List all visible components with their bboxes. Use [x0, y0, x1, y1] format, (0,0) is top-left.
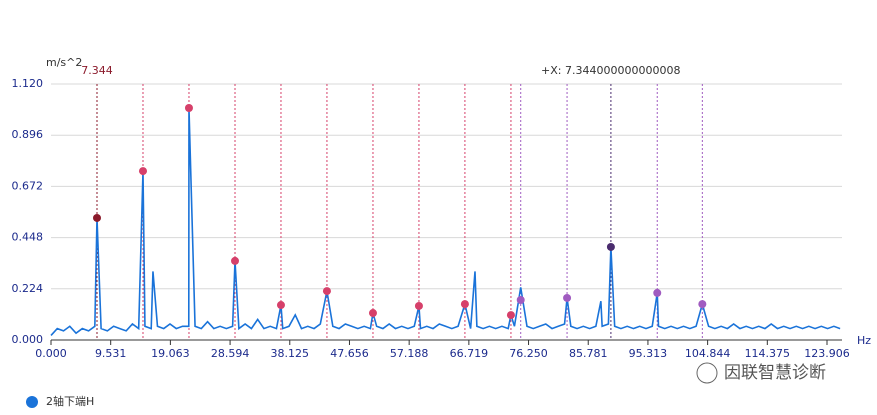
- harmonic-marker: [184, 104, 193, 112]
- harmonic-marker: [606, 242, 615, 251]
- x-tick-label: 95.313: [629, 347, 668, 360]
- y-axis-label: m/s^2: [46, 56, 82, 69]
- harmonic-marker: [414, 301, 423, 310]
- harmonic-marker: [231, 256, 240, 265]
- harmonic-marker: [92, 213, 101, 222]
- x-tick-label: 28.594: [211, 347, 250, 360]
- harmonic-marker: [698, 300, 707, 309]
- harmonic-marker: [563, 293, 572, 302]
- x-tick-label: 0.000: [35, 347, 67, 360]
- harmonic-marker: [460, 300, 469, 309]
- x-tick-label: 9.531: [95, 347, 127, 360]
- x-tick-label: 114.375: [745, 347, 791, 360]
- cursor-label: 7.344: [81, 64, 113, 77]
- watermark-icon: [696, 362, 718, 384]
- x-tick-label: 57.188: [390, 347, 429, 360]
- harmonic-marker: [653, 288, 662, 297]
- cursor-readout: +X: 7.344000000000008: [541, 64, 680, 77]
- harmonic-marker: [138, 167, 147, 176]
- harmonic-marker: [516, 296, 525, 304]
- x-axis-label: Hz: [857, 334, 871, 347]
- harmonic-marker: [322, 287, 331, 296]
- watermark: 因联智慧诊断: [724, 363, 826, 383]
- legend-swatch: [26, 396, 38, 408]
- x-tick-label: 123.906: [804, 347, 850, 360]
- y-tick-label: 0.672: [12, 179, 44, 192]
- x-tick-label: 85.781: [569, 347, 608, 360]
- harmonic-marker: [506, 311, 515, 320]
- x-tick-label: 76.250: [509, 347, 548, 360]
- x-tick-label: 66.719: [450, 347, 489, 360]
- x-tick-label: 47.656: [330, 347, 369, 360]
- y-tick-label: 1.120: [12, 77, 44, 90]
- y-tick-label: 0.224: [12, 282, 44, 295]
- x-tick-label: 104.844: [685, 347, 731, 360]
- y-tick-label: 0.448: [12, 231, 44, 244]
- spectrum-line: [50, 107, 841, 336]
- x-tick-label: 19.063: [151, 347, 190, 360]
- y-tick-label: 0.896: [12, 128, 44, 141]
- harmonic-marker: [276, 301, 285, 310]
- y-tick-label: 0.000: [12, 333, 44, 346]
- harmonic-marker: [368, 309, 377, 318]
- legend-label: 2轴下端H: [46, 394, 94, 408]
- x-tick-label: 38.125: [271, 347, 310, 360]
